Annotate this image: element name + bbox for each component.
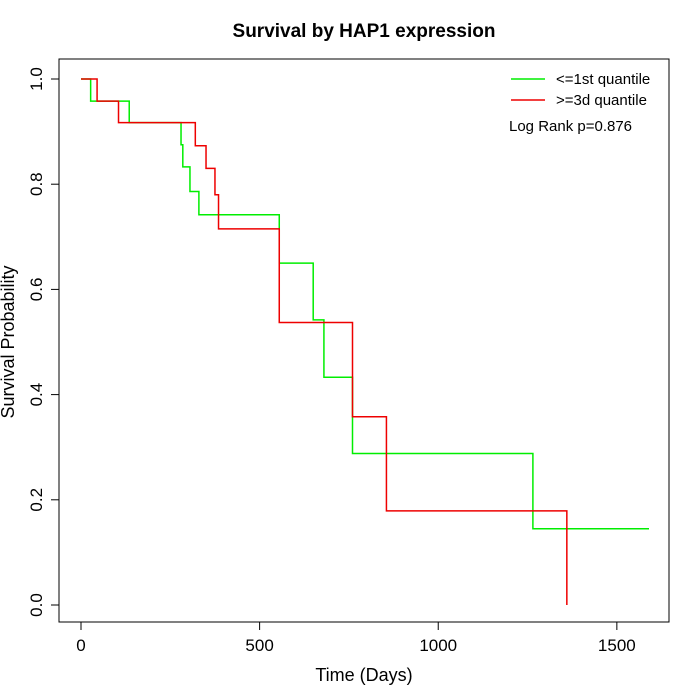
y-axis: 0.0 0.2 0.4 0.6 0.8 1.0 bbox=[27, 67, 59, 617]
x-axis-label: Time (Days) bbox=[315, 665, 412, 685]
series-line-1 bbox=[81, 78, 649, 530]
y-tick-label: 0.8 bbox=[27, 172, 46, 196]
series-layer bbox=[81, 78, 649, 605]
series-line-2 bbox=[81, 78, 568, 605]
x-tick-label: 500 bbox=[245, 636, 273, 655]
legend-label-series-2: >=3d quantile bbox=[556, 92, 647, 109]
plot-frame bbox=[58, 58, 670, 623]
log-rank-annotation: Log Rank p=0.876 bbox=[509, 118, 632, 135]
legend-label-series-1: <=1st quantile bbox=[556, 71, 650, 88]
legend: <=1st quantile >=3d quantile bbox=[511, 71, 650, 109]
x-tick-label: 0 bbox=[76, 636, 85, 655]
y-axis-label: Survival Probability bbox=[0, 265, 18, 418]
y-tick-label: 0.6 bbox=[27, 278, 46, 302]
y-tick-label: 0.4 bbox=[27, 383, 46, 407]
chart-title: Survival by HAP1 expression bbox=[233, 21, 496, 42]
x-axis: 0 500 1000 1500 bbox=[76, 622, 636, 655]
x-tick-label: 1000 bbox=[419, 636, 457, 655]
y-tick-label: 1.0 bbox=[27, 67, 46, 91]
y-tick-label: 0.0 bbox=[27, 593, 46, 617]
y-tick-label: 0.2 bbox=[27, 488, 46, 512]
x-tick-label: 1500 bbox=[598, 636, 636, 655]
